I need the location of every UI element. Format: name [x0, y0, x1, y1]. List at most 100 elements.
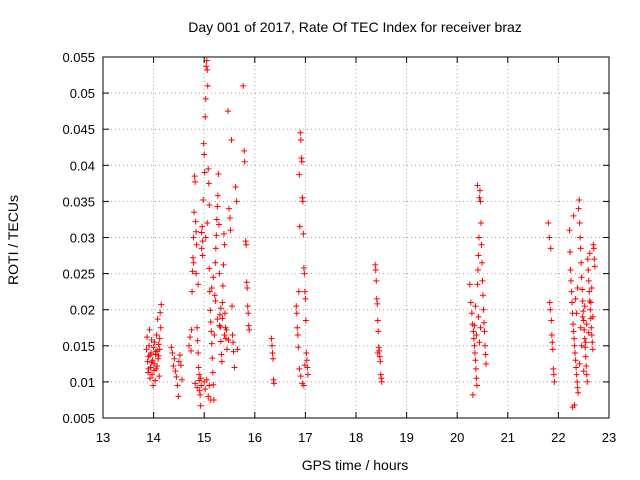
data-point	[567, 266, 574, 273]
data-point	[372, 266, 379, 273]
data-point	[208, 328, 215, 335]
data-point	[206, 202, 213, 209]
data-point	[582, 339, 589, 346]
data-point	[378, 378, 385, 385]
data-point	[583, 321, 590, 328]
data-point	[154, 316, 161, 323]
data-point	[378, 375, 385, 382]
data-point	[155, 352, 162, 359]
data-point	[191, 173, 198, 180]
data-point	[581, 303, 588, 310]
data-point	[577, 245, 584, 252]
data-point	[146, 342, 153, 349]
data-point	[576, 360, 583, 367]
data-point	[475, 234, 482, 241]
data-point	[271, 380, 278, 387]
data-point	[546, 234, 553, 241]
data-point	[475, 252, 482, 259]
y-tick-label: 0.015	[62, 339, 95, 354]
y-tick-label: 0.02	[70, 303, 95, 318]
data-point	[221, 241, 228, 248]
data-point	[575, 389, 582, 396]
data-point	[150, 382, 157, 389]
data-point	[481, 319, 488, 326]
data-point	[474, 281, 481, 288]
data-point	[482, 351, 489, 358]
data-point	[589, 339, 596, 346]
data-point	[297, 137, 304, 144]
data-point	[478, 259, 485, 266]
data-point	[213, 216, 220, 223]
data-point	[188, 347, 195, 354]
chart-title: Day 001 of 2017, Rate Of TEC Index for r…	[188, 19, 522, 35]
data-point	[219, 315, 226, 322]
data-point	[214, 192, 221, 199]
data-point	[472, 357, 479, 364]
data-point	[156, 346, 163, 353]
data-point	[215, 221, 222, 228]
data-point	[146, 326, 153, 333]
data-point	[590, 245, 597, 252]
data-point	[144, 334, 151, 341]
data-point	[589, 346, 596, 353]
x-tick-label: 15	[197, 430, 211, 445]
data-point	[221, 331, 228, 338]
data-point	[467, 299, 474, 306]
data-point	[245, 322, 252, 329]
data-point	[155, 355, 162, 362]
data-point	[579, 286, 586, 293]
data-point	[198, 382, 205, 389]
y-tick-labels: 0.005 0.01 0.015 0.02 0.025 0.03 0.035 0.04 0.04…	[62, 50, 95, 426]
x-tick-label: 20	[450, 430, 464, 445]
data-point	[473, 375, 480, 382]
data-point	[197, 391, 204, 398]
data-point	[221, 310, 228, 317]
data-point	[374, 350, 381, 357]
data-point	[297, 373, 304, 380]
data-point	[375, 328, 382, 335]
y-tick-label: 0.03	[70, 231, 95, 246]
data-point	[206, 265, 213, 272]
data-point	[469, 391, 476, 398]
data-point	[573, 364, 580, 371]
data-point	[216, 322, 223, 329]
data-point	[204, 66, 211, 73]
data-point	[203, 63, 210, 70]
data-point	[549, 346, 556, 353]
data-point	[241, 147, 248, 154]
data-point	[243, 241, 250, 248]
data-point	[548, 331, 555, 338]
data-point	[244, 303, 251, 310]
data-point	[203, 57, 210, 64]
data-point	[303, 357, 310, 364]
axis-ticks	[102, 56, 610, 419]
data-point	[217, 305, 224, 312]
data-point	[294, 331, 301, 338]
data-point	[293, 303, 300, 310]
data-point	[152, 377, 159, 384]
data-point	[220, 230, 227, 237]
data-point	[222, 335, 229, 342]
data-point	[590, 241, 597, 248]
y-tick-label: 0.045	[62, 122, 95, 137]
data-point	[269, 350, 276, 357]
data-point	[157, 309, 164, 316]
data-point	[190, 259, 197, 266]
data-point	[579, 298, 586, 305]
data-point	[571, 335, 578, 342]
data-point	[198, 245, 205, 252]
data-point	[582, 353, 589, 360]
data-point	[268, 335, 275, 342]
data-point	[475, 313, 482, 320]
data-point	[217, 324, 224, 331]
data-point	[580, 308, 587, 315]
data-point	[547, 306, 554, 313]
data-point	[231, 364, 238, 371]
data-point	[295, 344, 302, 351]
data-point	[474, 266, 481, 273]
data-point	[227, 215, 234, 222]
data-point	[187, 334, 194, 341]
data-point	[574, 378, 581, 385]
y-axis-label: ROTI / TECUs	[5, 195, 21, 285]
data-point	[225, 337, 232, 344]
